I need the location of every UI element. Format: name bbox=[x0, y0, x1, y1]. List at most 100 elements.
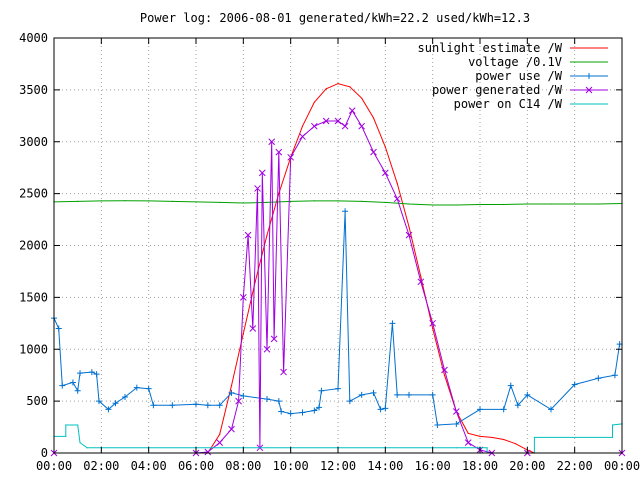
data-point bbox=[124, 200, 126, 202]
data-point bbox=[334, 117, 342, 125]
data-point bbox=[171, 200, 173, 203]
data-point bbox=[479, 435, 481, 437]
data-point bbox=[503, 438, 505, 441]
data-point bbox=[477, 406, 483, 413]
data-point bbox=[335, 385, 341, 392]
data-point bbox=[86, 447, 88, 449]
data-point bbox=[384, 146, 386, 148]
data-point bbox=[299, 133, 306, 140]
data-point bbox=[219, 201, 221, 204]
data-point bbox=[382, 405, 389, 412]
data-point bbox=[242, 333, 244, 335]
data-point bbox=[93, 371, 100, 378]
data-point bbox=[311, 407, 318, 414]
data-point bbox=[408, 226, 410, 228]
x-tick-label: 10:00 bbox=[273, 459, 309, 473]
data-point bbox=[611, 424, 614, 426]
data-point bbox=[611, 372, 618, 379]
data-point bbox=[443, 374, 446, 376]
y-tick-label: 1000 bbox=[19, 342, 48, 356]
data-point bbox=[361, 200, 363, 203]
data-point bbox=[148, 200, 150, 202]
data-point bbox=[550, 203, 552, 205]
data-point bbox=[100, 200, 102, 202]
chart-title: Power log: 2006-08-01 generated/kWh=22.2… bbox=[140, 11, 530, 25]
data-point bbox=[393, 195, 401, 203]
ticks: 0 500 1000 1500 2000 2500 3000 3500 4000 00:00 02:… bbox=[19, 31, 640, 473]
data-point bbox=[278, 193, 280, 195]
data-point bbox=[244, 231, 252, 239]
data-point bbox=[112, 400, 119, 407]
data-point bbox=[258, 169, 266, 177]
x-tick-label: 06:00 bbox=[178, 459, 214, 473]
data-point bbox=[169, 402, 176, 409]
data-point bbox=[464, 439, 472, 446]
data-point bbox=[514, 402, 521, 409]
data-point bbox=[429, 391, 436, 398]
data-point bbox=[453, 420, 460, 427]
data-point bbox=[77, 370, 84, 377]
data-point bbox=[358, 122, 366, 130]
data-point bbox=[313, 200, 315, 202]
data-point bbox=[240, 392, 247, 399]
data-point bbox=[574, 203, 576, 205]
data-point bbox=[417, 278, 425, 286]
data-point bbox=[193, 401, 199, 408]
data-point bbox=[370, 389, 377, 396]
data-point bbox=[377, 406, 384, 413]
data-point bbox=[65, 435, 67, 437]
y-tick-label: 1500 bbox=[19, 290, 48, 304]
y-tick-label: 2000 bbox=[19, 239, 48, 253]
data-point bbox=[313, 101, 315, 103]
data-point bbox=[105, 406, 112, 413]
data-point bbox=[74, 387, 81, 394]
data-point bbox=[507, 382, 514, 389]
legend-marker bbox=[585, 86, 593, 94]
data-point bbox=[150, 402, 157, 409]
data-point bbox=[372, 117, 375, 119]
legend-label: voltage /0.1V bbox=[468, 55, 562, 69]
data-point bbox=[394, 391, 401, 398]
series-line-power-use-w bbox=[53, 211, 621, 426]
data-point bbox=[500, 406, 507, 413]
data-point bbox=[299, 409, 306, 416]
data-point bbox=[230, 384, 233, 387]
data-point bbox=[342, 208, 349, 215]
data-point bbox=[145, 385, 152, 392]
data-point bbox=[361, 97, 363, 99]
data-point bbox=[384, 201, 386, 204]
legend-label: sunlight estimate /W bbox=[418, 41, 563, 55]
data-point bbox=[266, 201, 268, 204]
data-point bbox=[268, 138, 276, 146]
data-point bbox=[287, 410, 294, 417]
data-point bbox=[88, 369, 95, 376]
legend-label: power use /W bbox=[475, 69, 562, 83]
data-point bbox=[204, 402, 211, 409]
data-point bbox=[514, 443, 517, 445]
data-point bbox=[432, 327, 434, 330]
data-point bbox=[219, 433, 221, 435]
data-point bbox=[79, 442, 81, 444]
data-point bbox=[290, 200, 292, 203]
data-point bbox=[524, 391, 531, 398]
series-line-power-generated-w bbox=[54, 109, 622, 454]
data-point bbox=[228, 389, 235, 396]
data-point bbox=[611, 436, 614, 439]
y-tick-label: 500 bbox=[26, 394, 48, 408]
data-point bbox=[455, 447, 457, 449]
data-point bbox=[270, 335, 278, 343]
data-point bbox=[533, 436, 536, 439]
y-tick-label: 3000 bbox=[19, 135, 48, 149]
data-point bbox=[571, 381, 578, 388]
data-point bbox=[455, 204, 457, 206]
data-point bbox=[266, 234, 268, 236]
legend-label: power on C14 /W bbox=[454, 97, 563, 111]
data-point bbox=[318, 387, 325, 394]
data-point bbox=[228, 425, 235, 433]
x-tick-label: 00:00 bbox=[36, 459, 72, 473]
data-point bbox=[441, 366, 448, 374]
data-point bbox=[204, 448, 212, 456]
data-point bbox=[77, 424, 79, 426]
data-point bbox=[239, 294, 247, 301]
